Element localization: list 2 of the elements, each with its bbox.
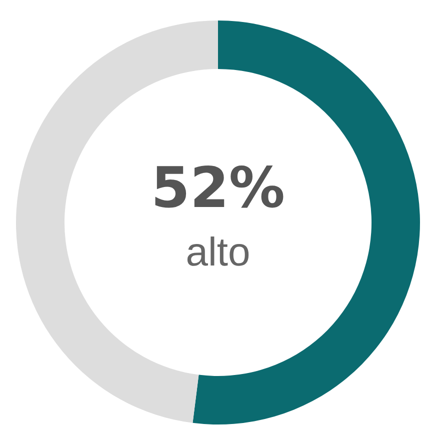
slice-label: alto bbox=[186, 230, 250, 275]
data-label: 52% bbox=[150, 156, 286, 222]
